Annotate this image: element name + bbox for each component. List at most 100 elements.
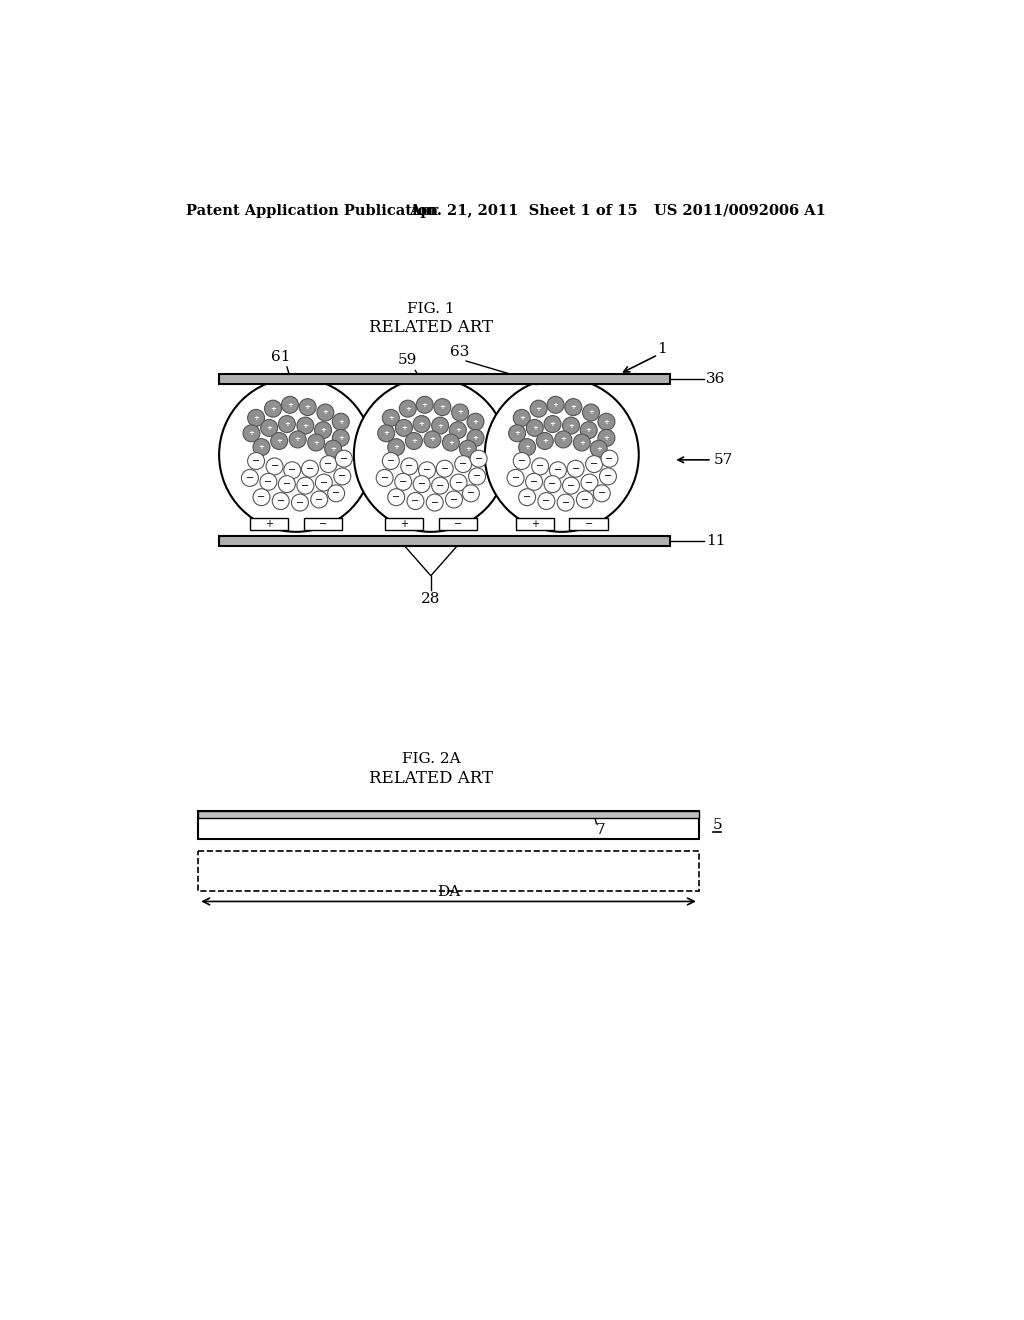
Text: +: + [400, 519, 408, 529]
Circle shape [573, 434, 590, 451]
Circle shape [299, 399, 316, 416]
Circle shape [484, 378, 639, 532]
Text: +: + [553, 401, 558, 408]
Text: +: + [568, 422, 573, 429]
Text: +: + [531, 425, 538, 430]
Bar [385, 517, 423, 531]
Text: −: − [332, 488, 340, 499]
Text: 11: 11 [706, 533, 725, 548]
Text: −: − [530, 477, 538, 487]
Text: 5: 5 [713, 818, 722, 832]
Text: +: + [249, 430, 254, 437]
Text: +: + [276, 438, 282, 444]
Circle shape [253, 488, 270, 506]
Circle shape [424, 430, 441, 447]
Text: +: + [393, 444, 399, 450]
Text: −: − [581, 495, 589, 504]
Circle shape [325, 441, 342, 457]
Circle shape [452, 404, 469, 421]
Text: −: − [549, 479, 557, 490]
Text: +: + [321, 428, 326, 433]
Circle shape [469, 469, 485, 484]
Text: −: − [455, 478, 463, 487]
Text: −: − [319, 519, 327, 529]
Circle shape [282, 396, 298, 413]
Text: −: − [392, 492, 400, 502]
Circle shape [557, 494, 574, 511]
Text: +: + [295, 437, 301, 442]
Text: −: − [454, 519, 462, 529]
Text: −: − [418, 479, 426, 490]
Text: FIG. 2A: FIG. 2A [401, 752, 460, 766]
Circle shape [328, 484, 345, 502]
Text: −: − [296, 498, 304, 508]
Text: −: − [518, 455, 525, 466]
Text: 7: 7 [595, 822, 605, 837]
Bar [438, 517, 477, 531]
Circle shape [279, 416, 295, 433]
Circle shape [544, 416, 561, 433]
Circle shape [407, 492, 424, 510]
Text: −: − [473, 471, 481, 482]
Circle shape [270, 433, 288, 449]
Text: 36: 36 [706, 372, 725, 385]
Text: +: + [465, 446, 471, 451]
Text: +: + [473, 418, 478, 425]
Text: −: − [288, 465, 296, 475]
Circle shape [297, 417, 313, 434]
Circle shape [219, 378, 373, 532]
Text: −: − [474, 454, 482, 463]
Text: +: + [429, 437, 435, 442]
Text: −: − [598, 488, 606, 499]
Text: RELATED ART: RELATED ART [369, 319, 493, 337]
Text: −: − [306, 463, 314, 474]
Text: +: + [514, 430, 520, 437]
Circle shape [376, 470, 393, 487]
Circle shape [316, 404, 334, 421]
Circle shape [297, 478, 313, 494]
Bar [219, 536, 670, 545]
Circle shape [413, 416, 430, 433]
Circle shape [562, 478, 580, 494]
Text: −: − [605, 454, 613, 463]
Circle shape [583, 404, 599, 421]
Circle shape [513, 453, 530, 470]
Circle shape [272, 492, 289, 510]
Bar [569, 517, 608, 531]
Text: −: − [543, 496, 551, 506]
Circle shape [399, 400, 416, 417]
Circle shape [432, 478, 449, 494]
Text: +: + [323, 409, 329, 416]
Circle shape [279, 475, 295, 492]
Text: +: + [383, 430, 389, 437]
Text: +: + [258, 444, 264, 450]
Text: +: + [550, 421, 555, 428]
Circle shape [555, 430, 571, 447]
Text: +: + [579, 440, 585, 446]
Circle shape [248, 409, 264, 426]
Text: −: − [431, 498, 438, 508]
Text: +: + [560, 437, 566, 442]
Circle shape [378, 425, 394, 442]
Text: +: + [519, 414, 524, 421]
Circle shape [537, 433, 553, 449]
Text: −: − [554, 465, 562, 475]
Circle shape [315, 474, 333, 491]
Circle shape [242, 470, 258, 487]
Circle shape [577, 491, 593, 508]
Text: 1: 1 [657, 342, 667, 356]
Circle shape [310, 491, 328, 508]
Circle shape [581, 474, 598, 491]
Circle shape [307, 434, 325, 451]
Text: −: − [537, 462, 545, 471]
Text: +: + [439, 404, 445, 411]
Circle shape [382, 453, 399, 470]
Text: −: − [604, 471, 612, 482]
Circle shape [550, 462, 566, 479]
Text: +: + [603, 418, 609, 425]
Text: +: + [422, 401, 428, 408]
Circle shape [419, 462, 435, 479]
Text: −: − [264, 477, 272, 487]
Circle shape [547, 396, 564, 413]
Circle shape [507, 470, 524, 487]
